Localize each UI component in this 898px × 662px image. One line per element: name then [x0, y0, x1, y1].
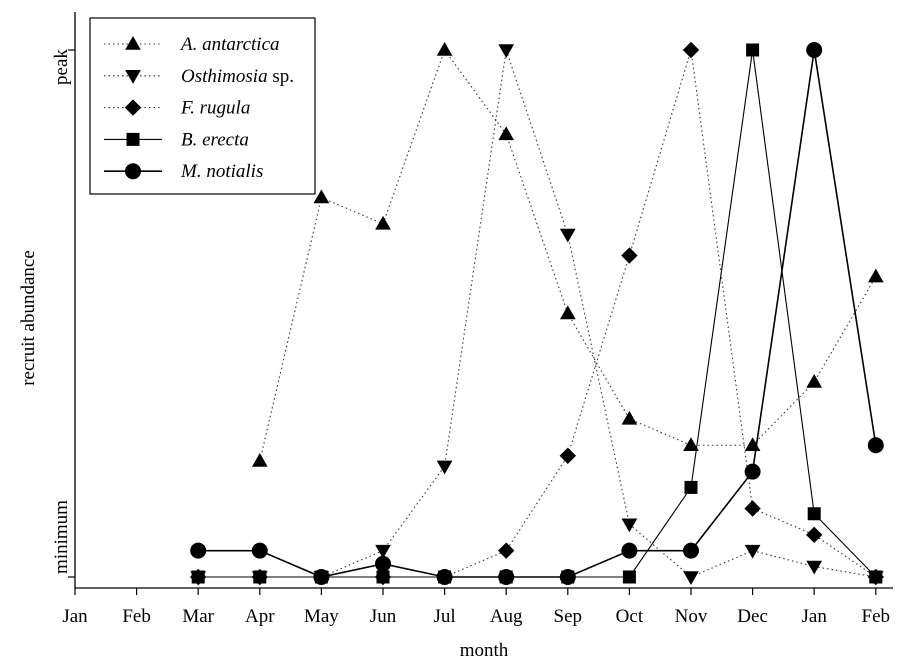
data-point-b-erecta: [684, 480, 698, 494]
x-tick-label: Jul: [434, 606, 456, 627]
data-point-m-notialis: [251, 542, 268, 559]
data-point-b-erecta: [869, 570, 883, 584]
x-tick-label: Apr: [245, 606, 275, 627]
legend-entry: A. antarctica: [179, 34, 280, 55]
data-point-osthimosia-sp: [375, 544, 391, 559]
x-axis-label: month: [460, 640, 509, 661]
data-point-b-erecta: [253, 570, 267, 584]
x-tick-label: Oct: [616, 606, 644, 627]
data-point-a-antarctica: [313, 189, 330, 204]
data-point-m-notialis: [375, 555, 391, 572]
data-point-a-antarctica: [621, 410, 638, 425]
data-point-m-notialis: [867, 437, 884, 454]
data-point-a-antarctica: [559, 305, 576, 320]
data-point-osthimosia-sp: [683, 571, 699, 586]
y-tick-label-minimum: minimum: [51, 500, 72, 574]
data-point-m-notialis: [744, 463, 761, 480]
legend-entry: Osthimosia sp.: [181, 66, 294, 87]
data-point-osthimosia-sp: [621, 518, 638, 533]
data-point-b-erecta: [376, 570, 390, 584]
data-point-b-erecta: [807, 507, 821, 521]
y-tick-label-peak: peak: [51, 49, 72, 85]
data-point-f-rugula: [559, 447, 577, 464]
data-point-b-erecta: [622, 570, 636, 584]
data-point-m-notialis: [436, 569, 453, 585]
data-point-osthimosia-sp: [559, 228, 576, 243]
legend-entry: F. rugula: [180, 98, 250, 119]
data-point-f-rugula: [621, 247, 638, 264]
legend-marker: [125, 163, 141, 180]
legend-marker: [125, 70, 141, 84]
data-point-f-rugula: [805, 526, 823, 544]
x-tick-label: Jan: [802, 606, 828, 627]
legend-marker: [124, 99, 142, 116]
data-point-f-rugula: [497, 542, 515, 559]
x-tick-label: Feb: [122, 606, 151, 627]
legend-entry: M. notialis: [180, 161, 263, 182]
data-point-osthimosia-sp: [744, 544, 761, 559]
data-point-a-antarctica: [744, 437, 761, 451]
data-point-m-notialis: [621, 542, 638, 559]
data-point-a-antarctica: [683, 437, 699, 451]
data-point-b-erecta: [746, 43, 760, 57]
series-lines: [198, 48, 877, 578]
data-point-a-antarctica: [498, 126, 515, 141]
x-tick-label: Aug: [490, 606, 523, 627]
x-tick-label: Nov: [675, 606, 708, 627]
series-markers: [189, 41, 885, 586]
data-point-m-notialis: [683, 542, 699, 559]
axes: Jan Feb Mar Apr May Jun Jul Aug Sep Oct Nov Dec Jan F…: [62, 12, 893, 627]
legend-marker: [125, 35, 141, 50]
legend-marker: [126, 132, 140, 146]
x-tick-label: Dec: [737, 606, 768, 627]
data-point-a-antarctica: [806, 374, 823, 388]
data-point-a-antarctica: [375, 215, 391, 230]
data-point-a-antarctica: [436, 41, 453, 56]
y-axis-label: recruit abundance: [18, 250, 39, 386]
legend: A. antarctica Osthimosia sp. F. rugula B. e…: [89, 17, 316, 195]
data-point-a-antarctica: [251, 453, 268, 467]
data-point-osthimosia-sp: [806, 560, 823, 575]
data-point-m-notialis: [313, 569, 330, 585]
series-line-m-notialis: [198, 49, 877, 578]
legend-entry: B. erecta: [181, 129, 249, 150]
x-tick-label: Mar: [182, 606, 214, 627]
data-point-a-antarctica: [867, 268, 884, 283]
x-tick-label: Jun: [370, 606, 397, 627]
data-point-m-notialis: [559, 569, 576, 585]
x-tick-label: Sep: [554, 606, 583, 627]
data-point-m-notialis: [806, 42, 823, 58]
data-point-m-notialis: [190, 542, 207, 559]
data-point-osthimosia-sp: [436, 460, 453, 475]
x-tick-label: Feb: [862, 606, 891, 627]
data-point-f-rugula: [744, 500, 761, 517]
data-point-b-erecta: [191, 570, 205, 584]
data-point-f-rugula: [682, 41, 700, 59]
x-tick-label: Jan: [62, 606, 88, 627]
x-tick-label: May: [304, 606, 339, 627]
data-point-osthimosia-sp: [498, 44, 515, 59]
data-point-m-notialis: [498, 569, 515, 585]
